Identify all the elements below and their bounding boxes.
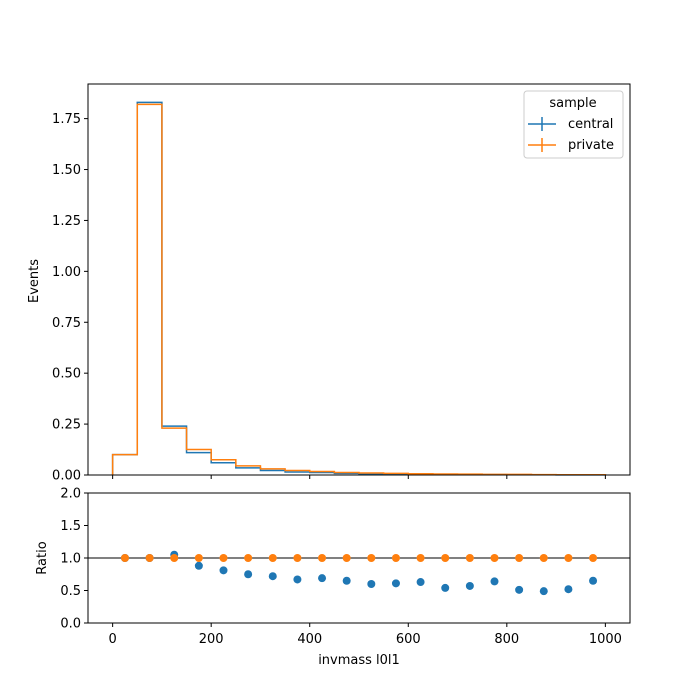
main-y-tick-label: 1.00 [52, 265, 81, 280]
main-axes-frame [87, 83, 631, 476]
ratio-point-private [293, 554, 302, 562]
ratio-x-tick-label: 1000 [589, 632, 622, 647]
ratio-point-central [268, 572, 277, 581]
ratio-point-private [515, 554, 524, 562]
ratio-y-tick-label: 1.0 [60, 552, 81, 567]
ratio-point-central [465, 581, 474, 590]
ratio-point-private [268, 554, 277, 562]
ratio-plot-area [88, 550, 630, 596]
ratio-point-private [490, 554, 499, 562]
ratio-point-central [194, 561, 203, 570]
ratio-point-private [244, 554, 253, 562]
ratio-point-central [539, 587, 548, 596]
ratio-point-private [539, 554, 548, 562]
ratio-point-private [416, 554, 425, 562]
ratio-point-central [391, 579, 400, 588]
ratio-y-tick-label: 1.5 [60, 519, 81, 534]
main-y-tick-label: 0.00 [52, 469, 81, 484]
legend-title: sample [549, 96, 596, 111]
ratio-point-private [318, 554, 327, 562]
ratio-x-ticks: 0 200 400 600 800 1000 [108, 623, 622, 647]
ratio-x-tick-label: 400 [297, 632, 322, 647]
main-y-tick-label: 0.75 [52, 316, 81, 331]
legend: sample central private [523, 90, 624, 159]
ratio-point-private [342, 554, 351, 562]
ratio-point-private [589, 554, 598, 562]
ratio-y-tick-label: 0.5 [60, 584, 81, 599]
legend-entry-private: private [528, 138, 614, 153]
ratio-point-central [490, 577, 499, 586]
ratio-point-private [441, 554, 450, 562]
ratio-point-private [145, 554, 154, 562]
ratio-point-private [465, 554, 474, 562]
ratio-point-private [564, 554, 573, 562]
ratio-point-central [244, 570, 253, 579]
ratio-y-ticks: 0.0 0.5 1.0 1.5 2.0 [60, 487, 88, 632]
main-y-tick-label: 1.75 [52, 112, 81, 127]
ratio-x-tick-label: 600 [396, 632, 421, 647]
ratio-point-central [515, 585, 524, 594]
ratio-y-axis-label: Ratio [35, 541, 50, 574]
main-y-tick-label: 0.25 [52, 418, 81, 433]
legend-box [523, 90, 624, 159]
legend-entry-central: central [528, 117, 613, 132]
legend-label-private: private [568, 138, 614, 153]
ratio-point-private [170, 554, 179, 562]
ratio-point-private [194, 554, 203, 562]
main-y-ticks: 0.00 0.25 0.50 0.75 1.00 1.25 1.50 1.75 [52, 112, 88, 484]
x-axis-label: invmass l0l1 [318, 653, 400, 668]
legend-label-central: central [568, 117, 613, 132]
ratio-x-tick-label: 200 [199, 632, 224, 647]
main-y-tick-label: 1.25 [52, 214, 81, 229]
ratio-point-central [219, 566, 228, 575]
ratio-x-tick-label: 0 [108, 632, 116, 647]
ratio-y-tick-label: 0.0 [60, 617, 81, 632]
histogram-step-private [111, 103, 607, 476]
ratio-panel: 0.00.51.01.52.0 0 200 400 600 800 1000 Ratio … [35, 487, 631, 668]
ratio-point-private [120, 554, 129, 562]
ratio-point-central [367, 580, 376, 588]
ratio-point-central [441, 583, 450, 592]
ratio-point-central [293, 575, 302, 584]
ratio-point-private [367, 554, 376, 562]
main-x-ticks [112, 475, 606, 479]
ratio-point-private [391, 554, 400, 562]
ratio-point-central [564, 585, 573, 594]
ratio-y-tick-label: 2.0 [60, 487, 81, 502]
ratio-point-central [589, 576, 598, 585]
main-y-axis-label: Events [27, 259, 42, 303]
ratio-point-central [342, 576, 351, 585]
main-panel: 0.000.250.500.751.001.251.501.75 Events … [27, 83, 631, 484]
ratio-x-tick-label: 800 [494, 632, 519, 647]
main-y-tick-label: 0.50 [52, 367, 81, 382]
ratio-point-central [416, 578, 425, 587]
main-y-tick-label: 1.50 [52, 163, 81, 178]
ratio-point-private [219, 554, 228, 562]
ratio-point-central [318, 574, 327, 583]
